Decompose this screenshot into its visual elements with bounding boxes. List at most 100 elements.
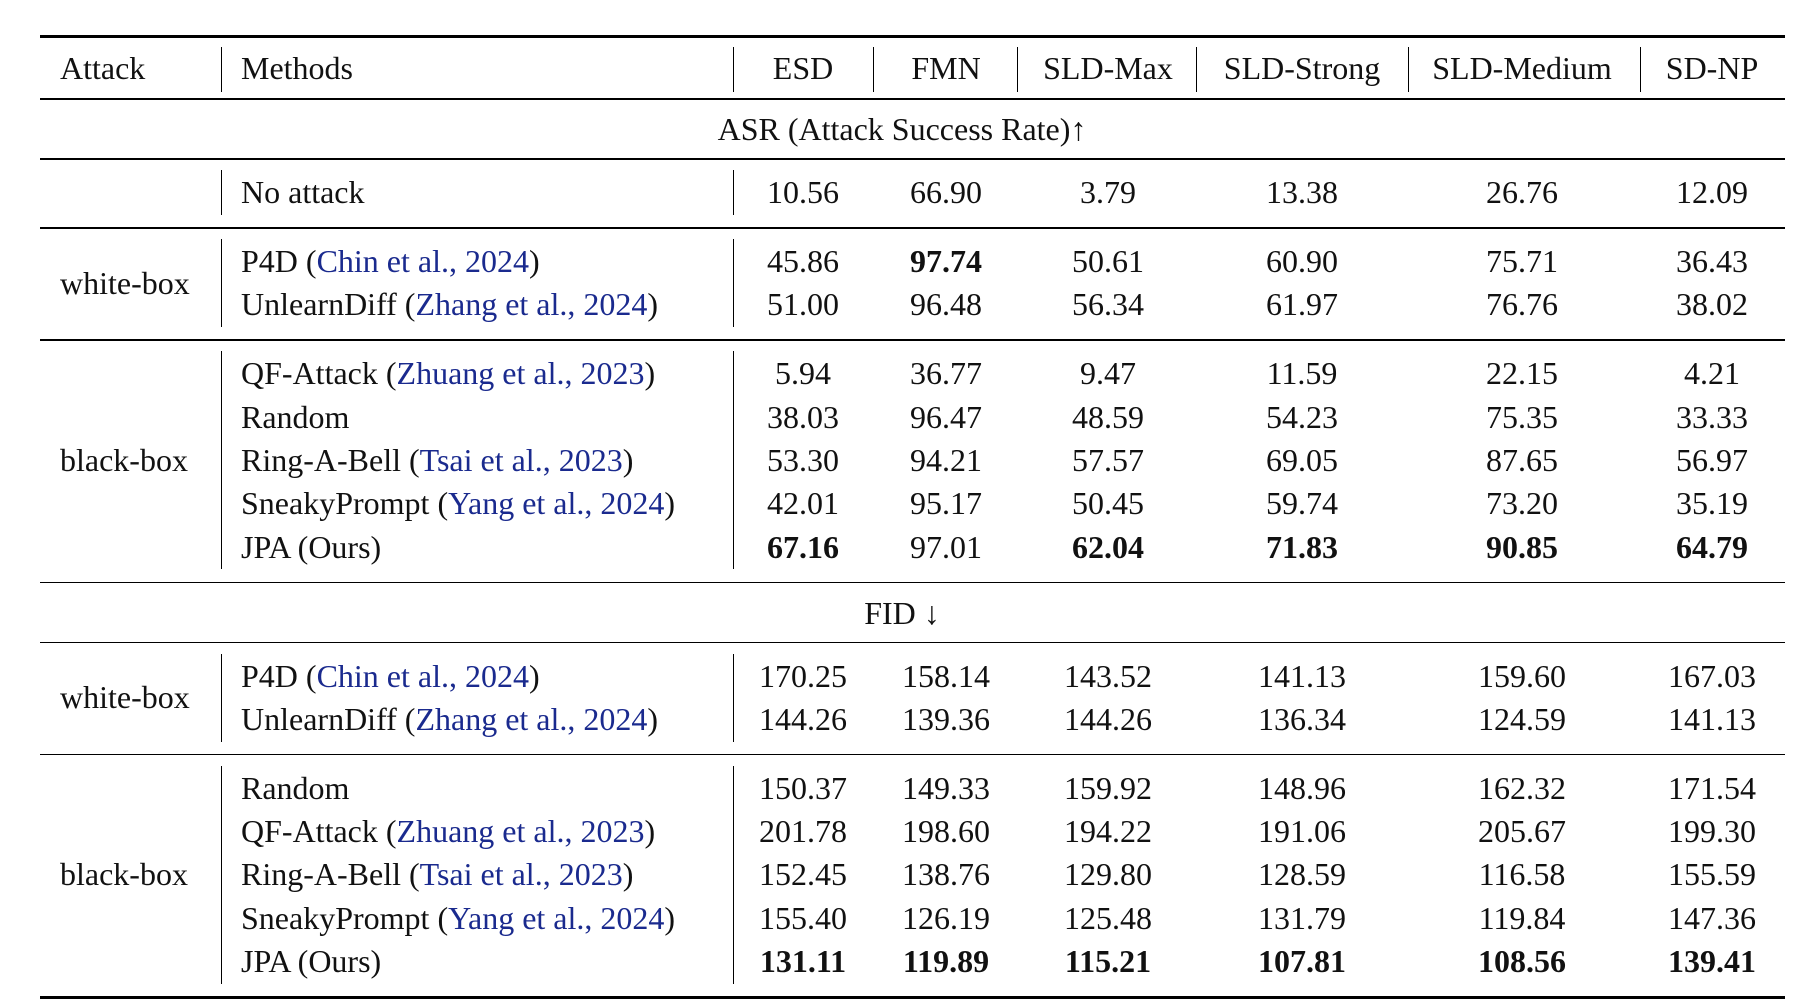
method-cell: SneakyPrompt (Yang et al., 2024) [241, 487, 675, 519]
method-name: Random [241, 398, 350, 435]
method-cell: Ring-A-Bell (Tsai et al., 2023) [241, 444, 633, 476]
section-rule [40, 158, 1785, 160]
method-name: P4D ( [241, 657, 317, 694]
value-cell: 90.85 [1486, 528, 1558, 565]
value-cell: 42.01 [767, 485, 839, 522]
group-rule [40, 339, 1785, 341]
citation-link[interactable]: Zhang et al., 2024 [415, 286, 648, 323]
value-cell: 26.76 [1486, 174, 1558, 210]
value-cell: 36.77 [910, 355, 982, 392]
value-cell: 12.09 [1676, 174, 1748, 210]
value-cell: 167.03 [1668, 657, 1756, 694]
method-cell: SneakyPrompt (Yang et al., 2024) [241, 902, 675, 934]
header-col-fmn: FMN [911, 50, 981, 86]
header-separator [1196, 47, 1198, 92]
value-cell: 66.90 [910, 174, 982, 210]
header-separator [873, 47, 875, 92]
value-cell: 199.30 [1668, 813, 1756, 850]
group-rule [40, 753, 1785, 756]
value-cell: 59.74 [1266, 485, 1338, 522]
header-rule [40, 98, 1785, 100]
value-cell: 128.59 [1258, 856, 1346, 893]
value-cell: 56.97 [1676, 441, 1748, 478]
value-cell: 159.92 [1064, 769, 1152, 806]
section-title: FID ↓ [864, 594, 940, 631]
value-cell: 116.58 [1478, 856, 1566, 893]
method-name: No attack [241, 174, 365, 210]
value-cell: 95.17 [910, 485, 982, 522]
value-cell: 9.47 [1080, 355, 1136, 392]
value-cell: 57.57 [1072, 441, 1144, 478]
method-name: P4D ( [241, 243, 317, 279]
attack-type-label: white-box [60, 264, 190, 301]
value-cell: 71.83 [1266, 528, 1338, 565]
attack-type-label: black-box [60, 441, 188, 478]
citation-close: ) [647, 700, 659, 737]
value-cell: 4.21 [1684, 355, 1740, 392]
citation-link[interactable]: Chin et al., 2024 [316, 657, 529, 694]
method-name: JPA (Ours) [241, 943, 382, 979]
method-cell: UnlearnDiff (Zhang et al., 2024) [241, 703, 658, 735]
citation-link[interactable]: Zhuang et al., 2023 [396, 355, 645, 392]
header-col-sld-max: SLD-Max [1043, 50, 1173, 86]
method-cell: Random [241, 772, 349, 804]
citation-close: ) [647, 286, 659, 323]
value-cell: 108.56 [1478, 943, 1566, 979]
value-cell: 141.13 [1668, 700, 1756, 737]
value-cell: 141.13 [1258, 657, 1346, 694]
value-cell: 155.59 [1668, 856, 1756, 893]
method-name: SneakyPrompt ( [241, 899, 449, 936]
method-name: Random [241, 769, 350, 806]
method-name: QF-Attack ( [241, 813, 397, 850]
value-cell: 11.59 [1266, 355, 1338, 392]
citation-link[interactable]: Zhuang et al., 2023 [396, 813, 645, 850]
value-cell: 198.60 [902, 813, 990, 850]
method-cell: UnlearnDiff (Zhang et al., 2024) [241, 288, 658, 320]
method-cell: Random [241, 401, 349, 433]
value-cell: 97.74 [910, 243, 982, 279]
value-cell: 159.60 [1478, 657, 1566, 694]
header-separator [733, 47, 735, 92]
value-cell: 97.01 [910, 528, 982, 565]
value-cell: 61.97 [1266, 286, 1338, 323]
value-cell: 38.02 [1676, 286, 1748, 323]
value-cell: 50.61 [1072, 243, 1144, 279]
citation-link[interactable]: Tsai et al., 2023 [419, 441, 623, 478]
value-cell: 138.76 [902, 856, 990, 893]
citation-link[interactable]: Tsai et al., 2023 [419, 856, 623, 893]
value-cell: 64.79 [1676, 528, 1748, 565]
method-cell: QF-Attack (Zhuang et al., 2023) [241, 357, 655, 389]
header-separator [1017, 47, 1019, 92]
attack-separator [221, 351, 223, 570]
section-title: ASR (Attack Success Rate)↑ [717, 111, 1087, 147]
value-cell: 149.33 [902, 769, 990, 806]
value-cell: 119.84 [1478, 899, 1566, 936]
value-cell: 194.22 [1064, 813, 1152, 850]
value-cell: 107.81 [1258, 943, 1346, 979]
methods-separator [733, 653, 735, 742]
value-cell: 201.78 [759, 813, 847, 850]
top-rule [40, 35, 1785, 38]
value-cell: 94.21 [910, 441, 982, 478]
attack-separator [221, 653, 223, 742]
value-cell: 126.19 [902, 899, 990, 936]
citation-close: ) [664, 899, 676, 936]
value-cell: 147.36 [1668, 899, 1756, 936]
value-cell: 48.59 [1072, 398, 1144, 435]
method-cell: Ring-A-Bell (Tsai et al., 2023) [241, 858, 633, 890]
header-attack: Attack [60, 50, 146, 86]
value-cell: 129.80 [1064, 856, 1152, 893]
citation-link[interactable]: Yang et al., 2024 [448, 899, 665, 936]
value-cell: 67.16 [767, 528, 839, 565]
value-cell: 5.94 [775, 355, 831, 392]
methods-separator [733, 351, 735, 570]
method-name: JPA (Ours) [241, 528, 382, 565]
citation-link[interactable]: Chin et al., 2024 [316, 243, 529, 279]
citation-link[interactable]: Zhang et al., 2024 [415, 700, 648, 737]
value-cell: 119.89 [902, 943, 990, 979]
attack-type-label: white-box [60, 679, 190, 716]
citation-link[interactable]: Yang et al., 2024 [448, 485, 665, 522]
citation-close: ) [622, 856, 634, 893]
attack-separator [221, 239, 223, 328]
value-cell: 35.19 [1676, 485, 1748, 522]
